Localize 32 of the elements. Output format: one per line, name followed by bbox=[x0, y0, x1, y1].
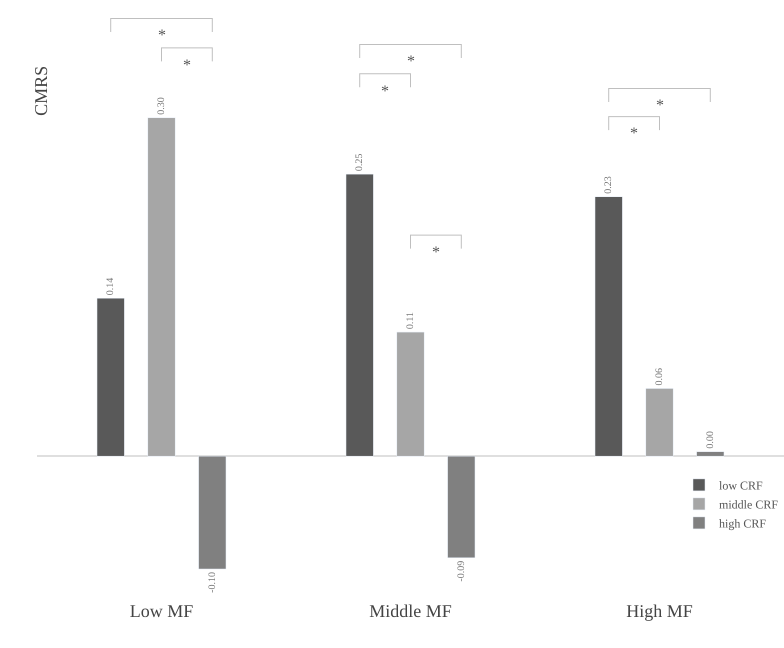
bar bbox=[96, 298, 125, 456]
text: * bbox=[407, 53, 415, 70]
y-axis-title: CMRS bbox=[31, 66, 52, 116]
data-label: 0.30 bbox=[156, 97, 168, 115]
data-label: -0.09 bbox=[456, 560, 467, 582]
data-label: -0.10 bbox=[206, 572, 218, 593]
bar bbox=[148, 118, 176, 456]
x-tick-label: High MF bbox=[626, 601, 693, 621]
text: * bbox=[183, 57, 191, 74]
data-label: 0.00 bbox=[704, 431, 716, 449]
text: * bbox=[381, 83, 389, 100]
bar bbox=[346, 174, 374, 456]
text: * bbox=[656, 97, 664, 114]
x-tick-label: Low MF bbox=[130, 601, 194, 621]
annotation: * bbox=[630, 125, 638, 142]
text: * bbox=[158, 27, 166, 44]
bar bbox=[696, 451, 724, 456]
bar bbox=[198, 456, 226, 570]
data-label: 0.14 bbox=[105, 278, 116, 296]
annotation: * bbox=[432, 244, 440, 261]
legend-label: low CRF bbox=[719, 478, 764, 493]
bar bbox=[646, 388, 674, 456]
data-label: 0.06 bbox=[654, 368, 666, 386]
bar bbox=[447, 456, 476, 558]
data-label: 0.25 bbox=[354, 154, 366, 172]
bar bbox=[594, 196, 623, 456]
legend-label: high CRF bbox=[719, 516, 766, 531]
data-label: 0.23 bbox=[603, 176, 614, 194]
data-label: 0.11 bbox=[405, 312, 416, 330]
bar bbox=[396, 332, 424, 456]
legend-label: middle CRF bbox=[719, 498, 778, 512]
x-tick-label: Middle MF bbox=[369, 601, 452, 621]
